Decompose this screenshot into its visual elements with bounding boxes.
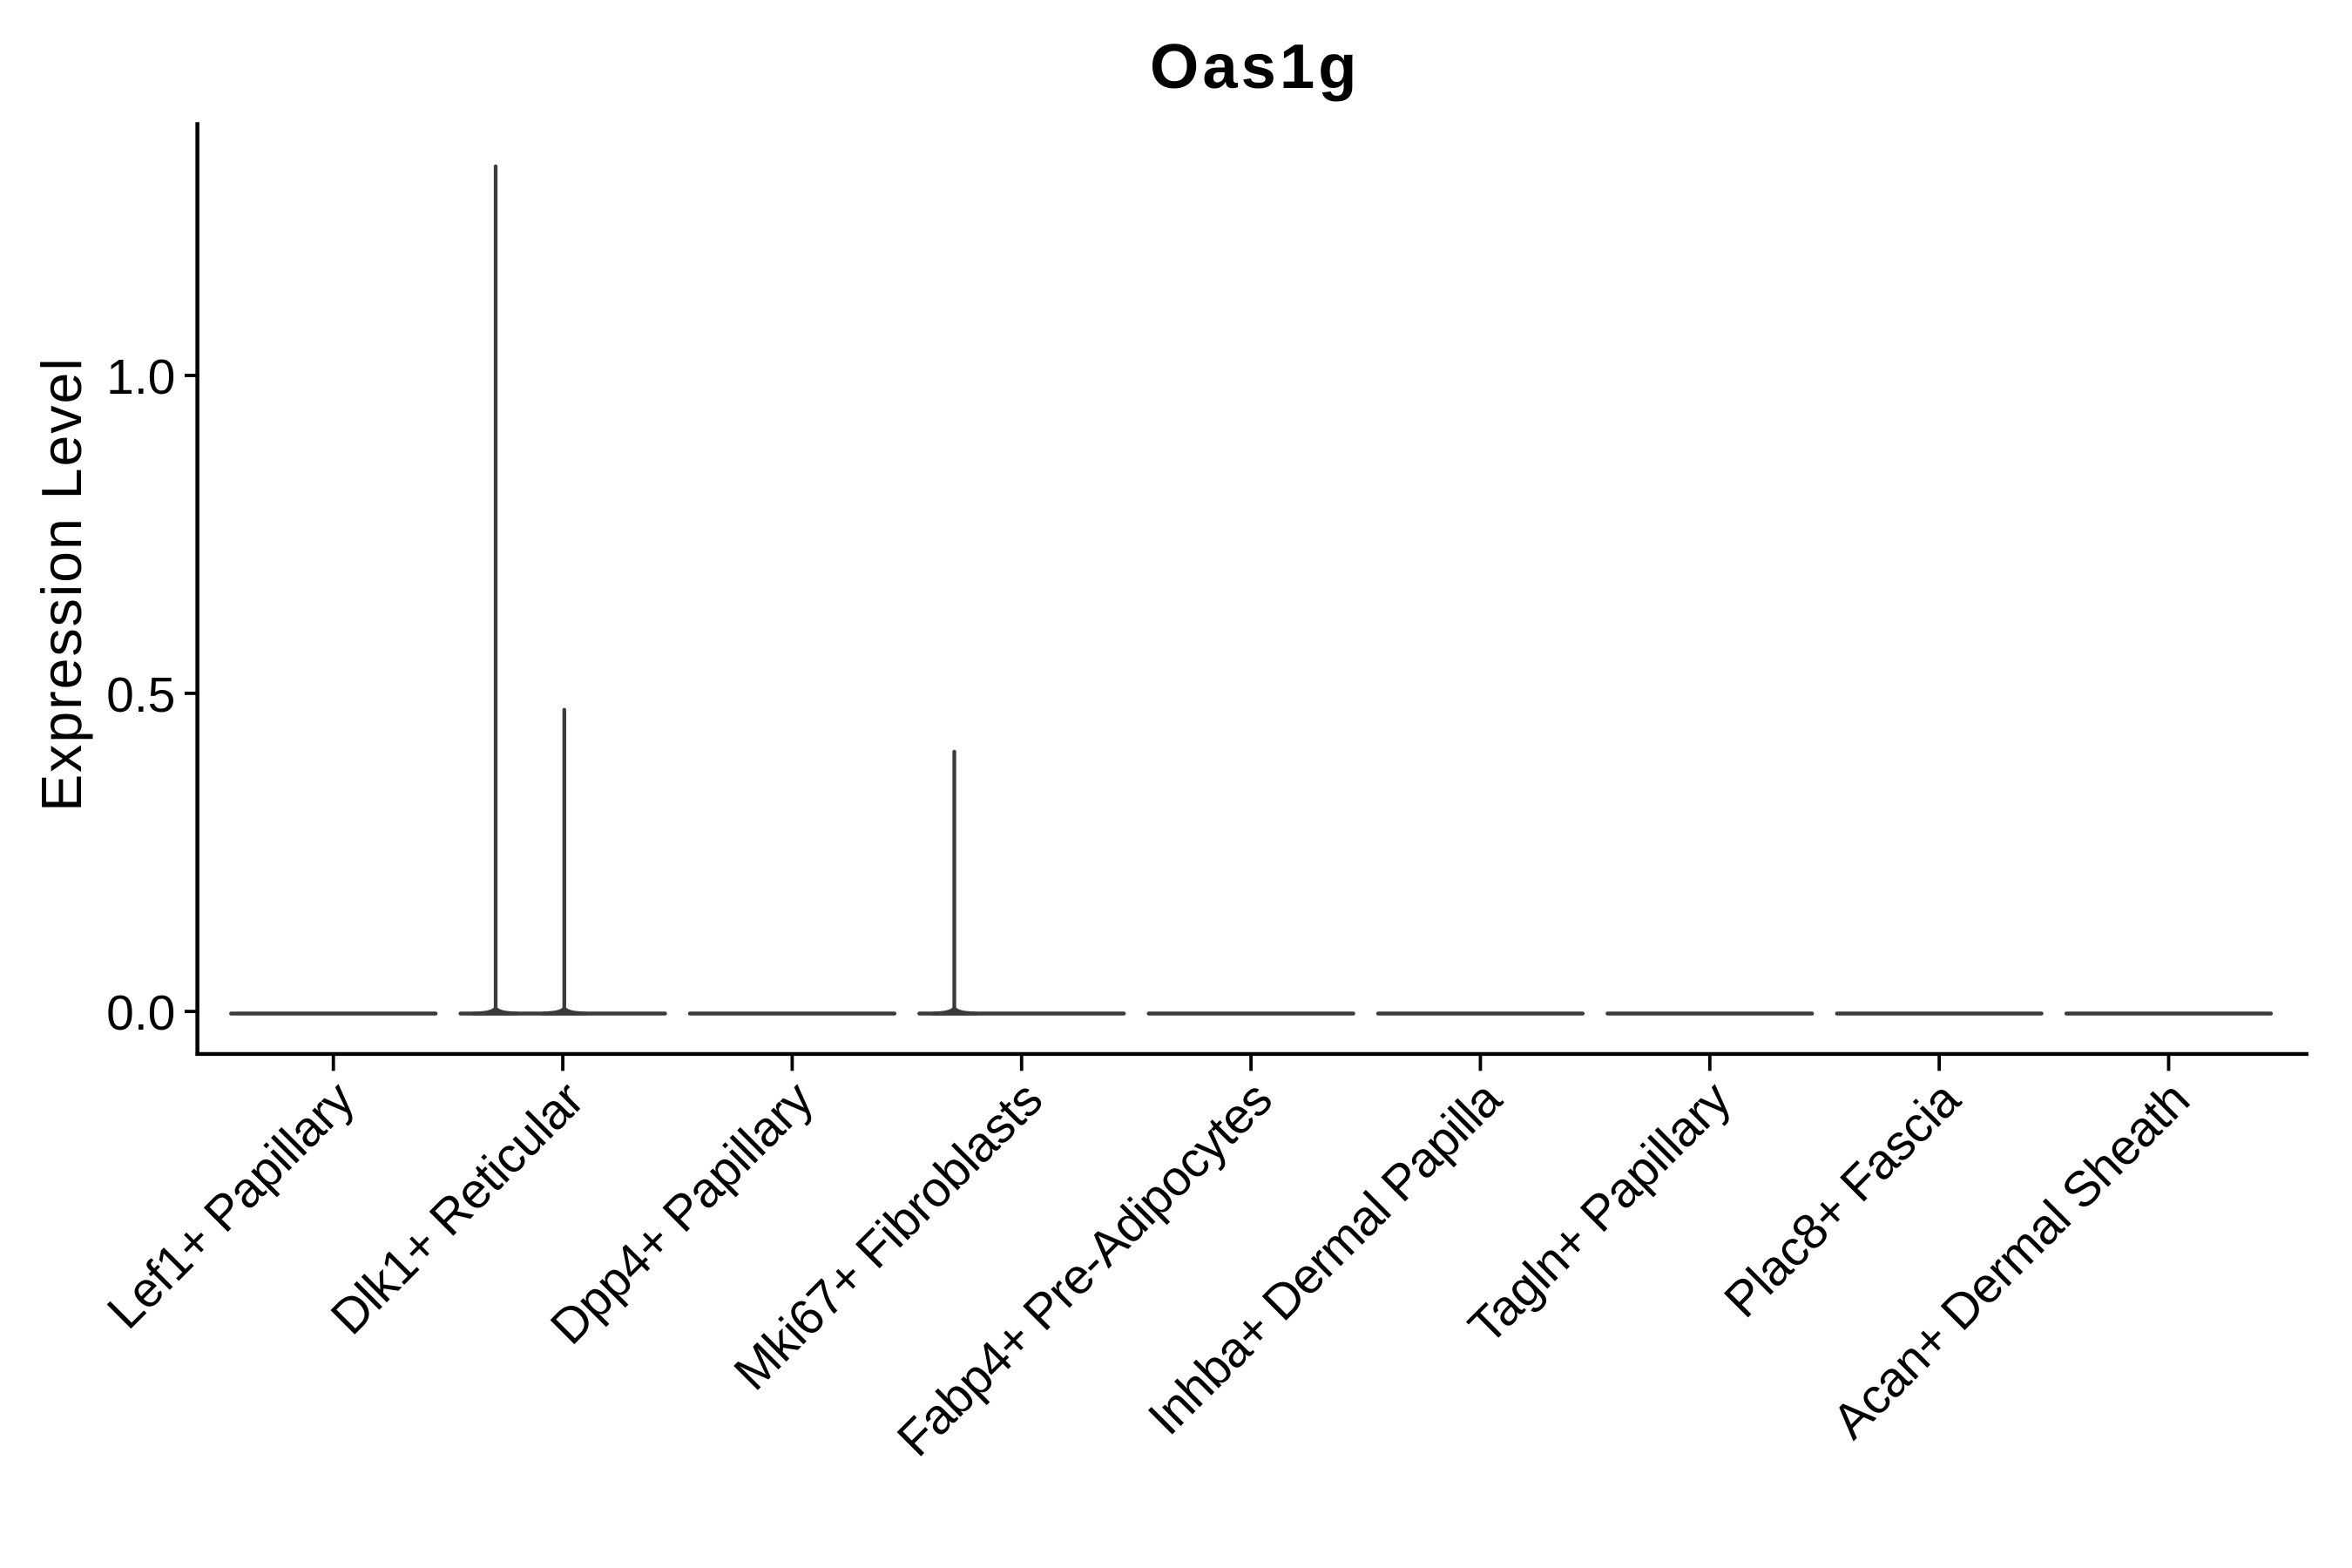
svg-text:Expression Level: Expression Level xyxy=(30,356,93,811)
svg-text:Oas1g: Oas1g xyxy=(1150,32,1361,102)
svg-text:1.0: 1.0 xyxy=(106,349,175,405)
svg-text:0.0: 0.0 xyxy=(106,985,175,1041)
svg-text:0.5: 0.5 xyxy=(106,667,175,723)
